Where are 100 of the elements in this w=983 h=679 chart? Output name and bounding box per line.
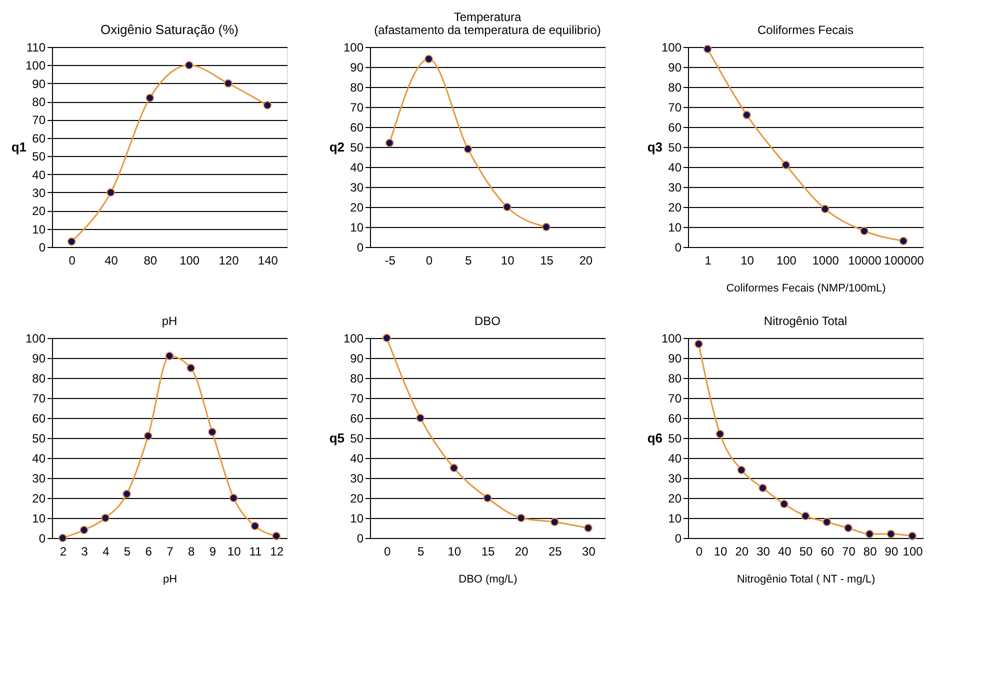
point <box>780 500 788 508</box>
x-tick-label: 20 <box>735 544 749 558</box>
point <box>742 110 751 120</box>
point <box>899 236 908 246</box>
x-tick-label: 5 <box>124 544 131 558</box>
y-tick-label: 90 <box>350 60 364 74</box>
point <box>67 237 76 246</box>
y-tick-label: 60 <box>350 412 364 426</box>
point <box>516 514 526 522</box>
y-tick-label: 90 <box>668 60 682 74</box>
point <box>820 204 830 214</box>
point <box>186 364 196 372</box>
x-tick-label: 20 <box>514 544 529 558</box>
point <box>502 202 512 212</box>
x-tick-label: 12 <box>270 544 284 558</box>
x-tick-label: 25 <box>548 544 562 558</box>
y-tick-label: 40 <box>668 452 682 466</box>
y-tick-label: 50 <box>32 150 46 164</box>
y-axis-title: q6 <box>647 430 662 446</box>
point <box>272 532 281 540</box>
x-tick-label: 0 <box>696 544 703 558</box>
x-tick-label: 30 <box>756 544 770 558</box>
point <box>224 79 232 88</box>
point <box>737 466 746 474</box>
y-tick-label: 60 <box>668 120 682 134</box>
y-tick-label: 10 <box>668 512 682 526</box>
point <box>542 222 550 232</box>
x-tick-label: 10 <box>500 254 515 268</box>
y-tick-label: 70 <box>668 392 682 406</box>
y-tick-label: 10 <box>350 220 364 234</box>
point <box>801 512 810 520</box>
point <box>822 518 832 526</box>
x-axis-title: Nitrogênio Total ( NT - mg/L) <box>736 574 876 586</box>
point <box>860 226 868 236</box>
x-tick-label: 15 <box>540 254 554 268</box>
x-tick-label: 6 <box>145 544 152 558</box>
point <box>184 60 194 70</box>
x-tick-label: 60 <box>820 544 834 558</box>
point <box>263 100 272 110</box>
y-tick-label: 10 <box>668 220 682 234</box>
y-tick-label: 100 <box>343 40 364 54</box>
point <box>165 352 174 360</box>
y-tick-label: 80 <box>668 80 682 94</box>
y-tick-label: 0 <box>38 532 46 546</box>
y-tick-label: 10 <box>32 512 46 526</box>
y-axis-title: q5 <box>329 430 344 446</box>
y-tick-label: 90 <box>32 352 46 366</box>
x-axis-title: Coliformes Fecais (NMP/100mL) <box>726 282 886 294</box>
x-tick-label: 9 <box>209 544 216 558</box>
x-tick-label: -5 <box>384 254 396 268</box>
x-tick-label: 100000 <box>884 254 924 268</box>
y-tick-label: 30 <box>668 472 682 486</box>
y-tick-label: 0 <box>38 240 46 254</box>
point <box>122 490 131 498</box>
x-tick-label: 1000 <box>812 254 840 268</box>
y-tick-label: 70 <box>350 100 364 114</box>
x-tick-label: 30 <box>582 544 596 558</box>
point <box>385 138 394 148</box>
x-tick-label: 10 <box>714 544 728 558</box>
y-tick-label: 50 <box>350 432 364 446</box>
point <box>424 54 433 64</box>
y-axis-title: q3 <box>647 140 662 154</box>
x-axis-title: DBO (mg/L) <box>458 574 518 586</box>
x-tick-label: 10 <box>227 544 242 558</box>
y-tick-label: 60 <box>32 131 46 146</box>
y-tick-label: 70 <box>32 113 46 128</box>
chart-title: Temperatura <box>454 10 522 24</box>
y-tick-label: 0 <box>356 532 364 546</box>
x-tick-label: 7 <box>166 544 174 558</box>
point <box>758 484 767 492</box>
x-tick-label: 0 <box>68 254 76 268</box>
y-tick-label: 70 <box>668 100 682 114</box>
chart-title: Oxigênio Saturação (%) <box>100 22 239 37</box>
chart-title: pH <box>162 314 178 328</box>
y-tick-label: 100 <box>25 332 46 346</box>
point <box>106 188 115 197</box>
y-tick-label: 30 <box>32 186 46 200</box>
x-tick-label: 80 <box>144 254 158 268</box>
x-tick-label: 120 <box>218 254 240 268</box>
chart-title: Coliformes Fecais <box>757 23 854 37</box>
y-tick-label: 50 <box>668 432 682 446</box>
x-tick-label: 10 <box>448 544 462 558</box>
y-tick-label: 80 <box>32 372 46 386</box>
x-tick-label: 5 <box>418 544 425 558</box>
point <box>80 526 88 534</box>
y-tick-label: 90 <box>32 76 46 91</box>
y-tick-label: 20 <box>668 492 682 506</box>
point <box>229 494 238 502</box>
chart-title: DBO <box>474 314 501 328</box>
y-tick-label: 60 <box>32 412 46 426</box>
y-tick-label: 100 <box>661 332 682 346</box>
y-tick-label: 110 <box>26 40 46 54</box>
x-tick-label: 0 <box>426 254 433 268</box>
y-tick-label: 40 <box>350 160 364 174</box>
y-tick-label: 50 <box>32 432 46 446</box>
y-tick-label: 40 <box>350 452 364 466</box>
chart-title: Nitrogênio Total <box>764 314 848 328</box>
y-tick-label: 100 <box>25 58 46 73</box>
y-tick-label: 0 <box>674 532 682 546</box>
x-tick-label: 1 <box>704 254 712 268</box>
